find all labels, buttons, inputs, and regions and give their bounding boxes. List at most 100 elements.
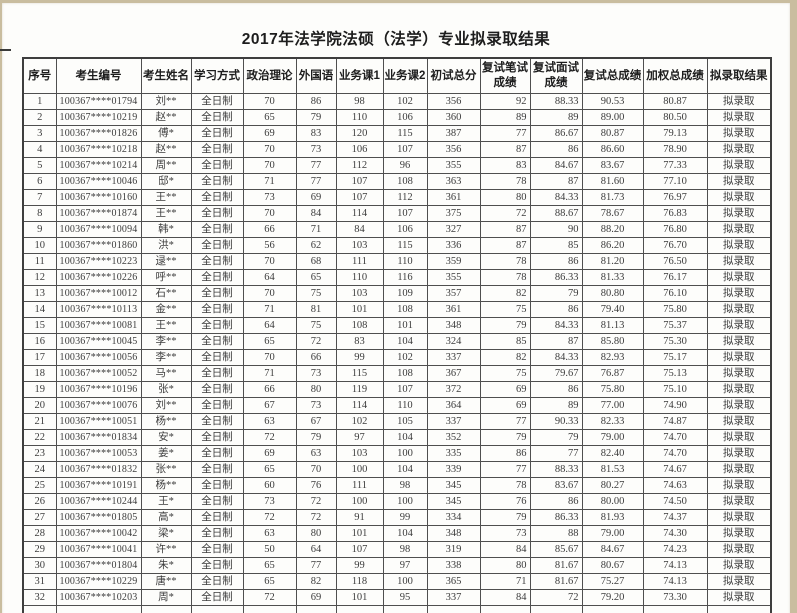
table-cell: 97 xyxy=(335,428,384,446)
table-cell: 75.37 xyxy=(642,316,708,334)
table-cell xyxy=(529,604,583,613)
table-cell: 拟录取 xyxy=(706,284,772,302)
table-cell: 73 xyxy=(242,188,297,206)
table-cell: 全日制 xyxy=(190,188,244,206)
table-cell: 14 xyxy=(22,300,57,318)
table-cell: 81.20 xyxy=(581,252,644,270)
table-cell: 80 xyxy=(295,380,337,398)
table-cell: 104 xyxy=(382,460,428,478)
table-cell: 72 xyxy=(529,588,583,606)
table-cell: 赵** xyxy=(140,108,192,126)
table-row: 23 100367****10053 姜* 全日制 69 63 103 100 335 86 77 8… xyxy=(22,444,772,462)
table-cell: 全日制 xyxy=(190,252,244,270)
table-row: 3 100367****01826 傅* 全日制 69 83 120 115 387 77 86.6… xyxy=(22,124,772,142)
table-cell: 21 xyxy=(22,412,57,430)
table-cell: 100367****01804 xyxy=(55,556,142,574)
table-cell: 74.67 xyxy=(642,460,708,478)
table-cell: 23 xyxy=(22,444,57,462)
table-cell: 102 xyxy=(382,92,428,110)
table-cell: 99 xyxy=(335,556,384,574)
table-cell: 拟录取 xyxy=(706,220,772,238)
table-cell: 367 xyxy=(426,364,481,382)
table-cell: 76.70 xyxy=(642,236,708,254)
table-cell: 6 xyxy=(22,172,57,190)
table-cell: 7 xyxy=(22,188,57,206)
table-cell: 86.33 xyxy=(529,268,583,286)
table-cell: 69 xyxy=(242,444,297,462)
table-cell: 100367****10056 xyxy=(55,348,142,366)
column-header: 考生姓名 xyxy=(140,57,192,94)
table-cell: 96 xyxy=(382,156,428,174)
table-cell: 74.30 xyxy=(642,524,708,542)
table-cell: 387 xyxy=(426,124,481,142)
table-cell: 75.13 xyxy=(642,364,708,382)
table-cell: 77 xyxy=(479,460,531,478)
table-row: 25 100367****10191 杨** 全日制 60 76 111 98 345 78 83.… xyxy=(22,476,772,494)
table-row: 5 100367****10214 周** 全日制 70 77 112 96 355 83 84.6… xyxy=(22,156,772,174)
table-cell xyxy=(479,604,531,613)
table-cell: 76.50 xyxy=(642,252,708,270)
table-row: 9 100367****10094 韩* 全日制 66 71 84 106 327 87 90 88.… xyxy=(22,220,772,238)
table-cell: 全日制 xyxy=(190,124,244,142)
table-cell: 75 xyxy=(479,300,531,318)
document-page: 2017年法学院法硕（法学）专业拟录取结果 序号 考生编号 考生姓名 学习方式 政治理论… xyxy=(2,3,790,613)
table-cell: 拟录取 xyxy=(706,172,772,190)
table-cell: 石** xyxy=(140,284,192,302)
table-cell: 67 xyxy=(242,396,297,414)
table-row: 15 100367****10081 王** 全日制 64 75 108 101 348 79 84… xyxy=(22,316,772,334)
table-cell: 3 xyxy=(22,124,57,142)
table-cell: 70 xyxy=(242,140,297,158)
table-cell: 15 xyxy=(22,316,57,334)
table-cell: 66 xyxy=(242,220,297,238)
table-cell: 63 xyxy=(242,524,297,542)
table-cell: 84.33 xyxy=(529,188,583,206)
column-header: 学习方式 xyxy=(190,57,244,94)
table-cell: 69 xyxy=(242,124,297,142)
table-cell: 84 xyxy=(479,540,531,558)
table-cell: 拟录取 xyxy=(706,588,772,606)
table-cell: 拟录取 xyxy=(706,460,772,478)
table-cell: 全日制 xyxy=(190,204,244,222)
table-cell: 73 xyxy=(295,140,337,158)
table-cell: 82.33 xyxy=(581,412,644,430)
table-cell: 80 xyxy=(479,188,531,206)
table-cell: 31 xyxy=(22,572,57,590)
table-cell: 73 xyxy=(295,396,337,414)
table-cell: 拟录取 xyxy=(706,572,772,590)
table-cell: 75 xyxy=(295,284,337,302)
table-cell: 70 xyxy=(295,460,337,478)
table-cell: 106 xyxy=(382,220,428,238)
table-cell: 88.33 xyxy=(529,92,583,110)
table-cell: 86.20 xyxy=(581,236,644,254)
table-cell: 72 xyxy=(295,508,337,526)
table-cell: 拟录取 xyxy=(706,444,772,462)
table-cell: 356 xyxy=(426,92,481,110)
table-cell: 104 xyxy=(382,524,428,542)
table-cell: 114 xyxy=(335,204,384,222)
table-row: 13 100367****10012 石** 全日制 70 75 103 109 357 82 79… xyxy=(22,284,772,302)
table-cell: 86.67 xyxy=(529,124,583,142)
table-cell: 86.60 xyxy=(581,140,644,158)
table-cell: 全日制 xyxy=(190,412,244,430)
table-cell: 115 xyxy=(382,236,428,254)
table-cell: 95 xyxy=(382,588,428,606)
table-cell: 71 xyxy=(295,220,337,238)
table-cell: 周** xyxy=(140,156,192,174)
table-cell: 100 xyxy=(335,492,384,510)
table-cell: 20 xyxy=(22,396,57,414)
table-cell xyxy=(22,604,57,613)
table-cell: 拟录取 xyxy=(706,252,772,270)
table-row: 7 100367****10160 王** 全日制 73 69 107 112 361 80 84.… xyxy=(22,188,772,206)
table-cell: 全日制 xyxy=(190,316,244,334)
table-cell: 86 xyxy=(529,492,583,510)
table-cell: 100367****10244 xyxy=(55,492,142,510)
column-header: 业务课1 xyxy=(335,57,384,94)
table-cell: 119 xyxy=(335,380,384,398)
table-cell: 赵** xyxy=(140,140,192,158)
table-row: 12 100367****10226 呼** 全日制 64 65 110 116 355 78 86… xyxy=(22,268,772,286)
table-cell: 100367****10191 xyxy=(55,476,142,494)
table-cell: 80.87 xyxy=(642,92,708,110)
table-cell: 杨** xyxy=(140,476,192,494)
table-row: 2 100367****10219 赵** 全日制 65 79 110 106 360 89 89 8… xyxy=(22,108,772,126)
table-row: 24 100367****01832 张** 全日制 65 70 100 104 339 77 88… xyxy=(22,460,772,478)
